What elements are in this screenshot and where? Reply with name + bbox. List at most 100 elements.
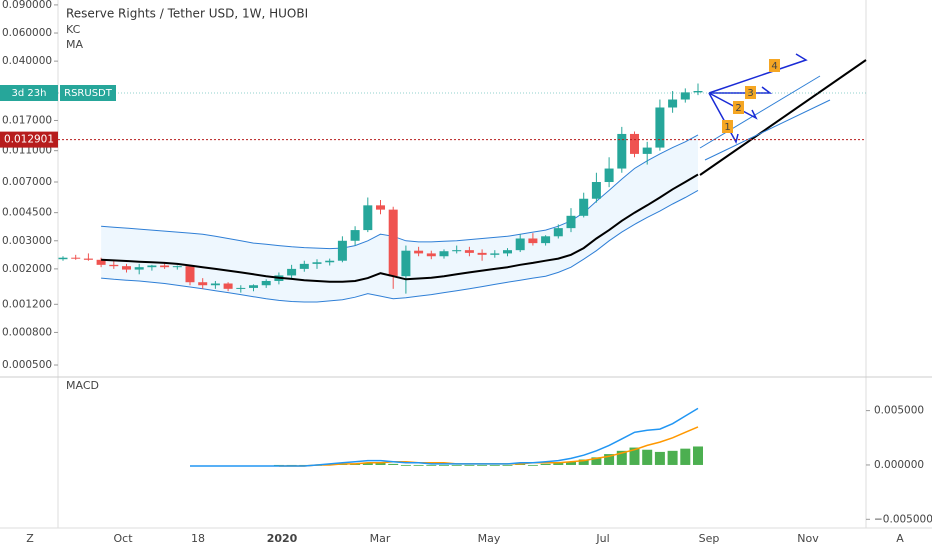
candle-body [71, 257, 81, 259]
arrow [708, 92, 739, 145]
histogram-bar [451, 464, 462, 466]
candle-body [122, 266, 131, 270]
x-tick-label: Sep [699, 532, 720, 545]
candle-body [249, 285, 258, 288]
candle-body [401, 250, 411, 277]
y-tick-label: 0.011000 [2, 145, 52, 157]
candle-body [147, 265, 157, 268]
candle-body [642, 147, 652, 154]
corner-button[interactable]: Z [26, 532, 34, 545]
candle-body [630, 133, 639, 154]
candle-body [261, 280, 271, 286]
y2-tick-label: 0.000000 [874, 459, 924, 471]
histogram-bar [578, 459, 589, 465]
candle-body [172, 266, 182, 268]
y-tick-label: 0.017000 [2, 114, 52, 126]
candle-body [325, 260, 335, 263]
x-tick-label: 2020 [267, 532, 298, 545]
histogram-bar [489, 464, 500, 466]
histogram-bar [426, 464, 437, 466]
candle-body [312, 262, 322, 264]
price-badge [0, 131, 58, 148]
histogram-bar [400, 464, 411, 466]
candle-body [198, 282, 208, 286]
x-tick-label: Nov [797, 532, 819, 545]
candle-body [604, 168, 614, 183]
label-box [733, 101, 744, 114]
histogram-bar [642, 449, 653, 465]
moving-average [101, 173, 699, 283]
candle-body [223, 283, 233, 289]
candle-body [591, 182, 601, 199]
candle-body [109, 264, 119, 267]
drawing-label: 1 [724, 122, 730, 133]
histogram-bar [439, 464, 449, 466]
candle-body [160, 265, 170, 268]
candle-body [363, 205, 373, 231]
candle-body [515, 238, 525, 251]
candle-body [490, 253, 500, 255]
corner-button[interactable]: A [896, 532, 904, 545]
candle-body [617, 133, 627, 169]
y-tick-label: 0.000800 [2, 326, 52, 338]
candle-body [680, 92, 690, 100]
y-tick-label: 0.004500 [2, 207, 52, 219]
x-tick-label: Oct [113, 532, 133, 545]
histogram-bar [362, 462, 373, 465]
candle-body [134, 267, 144, 270]
candle-body [287, 268, 297, 276]
drawing-label: 2 [735, 103, 741, 114]
histogram-bar [693, 446, 703, 465]
macd-line [190, 407, 699, 467]
histogram-bar [629, 447, 640, 465]
histogram-bar [667, 450, 678, 465]
candle-body [426, 253, 436, 257]
candle-body [541, 236, 551, 244]
histogram-bar [477, 464, 488, 466]
chart-title: Reserve Rights / Tether USD, 1W, HUOBI [66, 7, 308, 21]
candle-body [414, 250, 424, 254]
histogram-bar [553, 462, 564, 465]
y-tick-label: 0.002000 [2, 263, 52, 275]
y-tick-label: 0.007000 [2, 176, 52, 188]
candle-body [655, 107, 665, 148]
candle-body [439, 251, 449, 257]
symbol: RSRUSDT [64, 88, 113, 99]
kc-upper [101, 134, 699, 250]
y-tick-label: 0.001200 [2, 298, 52, 310]
candle-body [210, 283, 220, 286]
series-layer [58, 83, 703, 467]
histogram-bar [616, 450, 627, 465]
candle-body [693, 91, 703, 93]
candle-body [553, 228, 563, 237]
countdown: 3d 23h [12, 88, 47, 99]
channel-line [699, 75, 821, 149]
y2-tick-label: −0.005000 [874, 513, 932, 525]
candle-body [337, 240, 347, 261]
drawing-labels: 1 2 3 4 [722, 59, 780, 133]
candle-body [528, 238, 538, 244]
macd-title: MACD [66, 379, 99, 392]
symbol-badge [60, 85, 116, 101]
histogram-bar [591, 457, 602, 465]
arrow [708, 92, 758, 120]
candle-body [185, 266, 195, 283]
price-label: 0.012901 [4, 134, 54, 146]
label-box [722, 120, 733, 133]
candle-body [350, 230, 360, 241]
histogram-bar [464, 464, 475, 466]
indicator-label: KC [66, 23, 81, 36]
y-tick-label: 0.090000 [2, 0, 52, 11]
histogram-bar [375, 462, 386, 465]
histogram-bar [540, 463, 551, 465]
label-box [769, 59, 780, 72]
indicator-label: MA [66, 38, 83, 51]
candle-body [96, 259, 106, 265]
kc-lower [101, 189, 699, 303]
candle-body [236, 287, 246, 289]
histogram-bar [654, 451, 665, 465]
histogram-bar [604, 454, 615, 465]
x-tick-label: Jul [595, 532, 609, 545]
